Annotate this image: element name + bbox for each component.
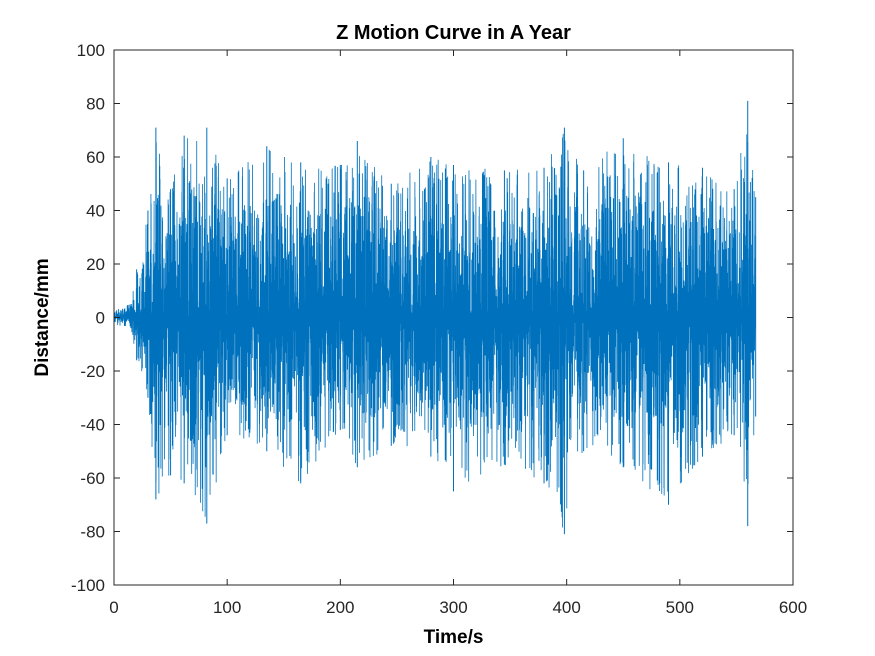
series-layer bbox=[113, 100, 757, 535]
y-tick-label: -80 bbox=[80, 523, 105, 542]
ticks-layer: 0 100 200 300 400 500 600100806040200-20-40-60… bbox=[71, 41, 807, 617]
x-axis-label: Time/s bbox=[424, 627, 484, 648]
y-tick-label: 0 bbox=[96, 309, 105, 328]
x-tick-label: 100 bbox=[213, 598, 241, 617]
y-tick-label: 20 bbox=[86, 255, 105, 274]
x-tick-label: 300 bbox=[439, 598, 467, 617]
x-tick-label: 0 bbox=[109, 598, 118, 617]
y-tick-label: 60 bbox=[86, 148, 105, 167]
series-line bbox=[113, 133, 757, 528]
x-tick-label: 600 bbox=[779, 598, 807, 617]
chart-title: Z Motion Curve in A Year bbox=[336, 22, 571, 44]
y-tick-label: -60 bbox=[80, 469, 105, 488]
y-tick-label: -20 bbox=[80, 362, 105, 381]
y-tick-label: -40 bbox=[80, 416, 105, 435]
y-axis-label: Distance/mm bbox=[32, 258, 53, 376]
x-tick-label: 200 bbox=[326, 598, 354, 617]
y-tick-label: 80 bbox=[86, 95, 105, 114]
x-tick-label: 500 bbox=[666, 598, 694, 617]
y-tick-label: 40 bbox=[86, 202, 105, 221]
y-tick-label: 100 bbox=[77, 41, 105, 60]
y-tick-label: -100 bbox=[71, 576, 105, 595]
x-tick-label: 400 bbox=[552, 598, 580, 617]
